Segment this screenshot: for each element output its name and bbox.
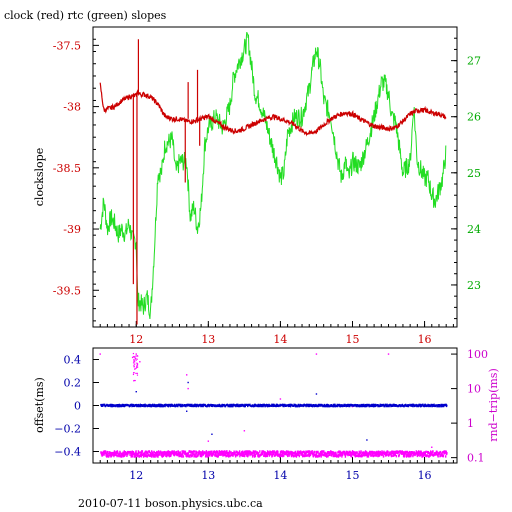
rtt-outlier-point (136, 363, 139, 365)
rtt-outlier-point (134, 368, 136, 370)
chart-title: clock (red) rtc (green) slopes (4, 9, 167, 22)
rtt-outlier-point (136, 374, 139, 376)
rtt-outlier-point (136, 364, 138, 366)
rtt-outlier-point (135, 353, 137, 355)
offset-outlier-point (186, 410, 188, 412)
rtt-outlier-point (133, 364, 135, 366)
rtt-outlier-point (207, 440, 210, 442)
offset-series (100, 381, 448, 441)
x-tick-label: 14 (273, 469, 287, 482)
x-tick-label: 13 (201, 469, 215, 482)
y-tick-label: −0.4 (54, 446, 81, 459)
rtt-outlier-point (133, 355, 135, 358)
rtt-outlier-point (131, 356, 134, 359)
rtt-outlier-point (139, 361, 141, 363)
offset-outlier-point (187, 381, 189, 384)
y2-tick-label: 10 (467, 383, 481, 396)
rtt-outlier-point (133, 359, 135, 361)
rtt-outlier-point (135, 357, 137, 360)
clock-line (99, 82, 447, 137)
y-tick-label: -39 (63, 223, 81, 236)
rtt-outlier-point (133, 371, 135, 374)
rtt-outlier-point (136, 362, 138, 364)
y2-tick-label: 24 (467, 223, 481, 236)
x-tick-label: 16 (418, 333, 432, 346)
y2-tick-label: 0.1 (467, 452, 485, 465)
rtt-outlier-point (279, 398, 282, 400)
y-tick-label: -37.5 (53, 39, 81, 52)
y-tick-label: −0.2 (54, 423, 81, 436)
top-ylabel: clockslope (33, 148, 46, 206)
rtt-outlier-point (134, 361, 136, 363)
rtt-outlier-point (187, 387, 189, 390)
rtt-outlier-point (186, 374, 188, 376)
rtt-outlier-point (136, 358, 138, 360)
rtc-series (99, 31, 447, 320)
bottom-ylabel: offset(ms) (33, 377, 46, 433)
rtt-outlier-point (315, 353, 318, 355)
x-tick-label: 15 (345, 469, 359, 482)
y2-tick-label: 27 (467, 55, 481, 68)
rtt-outlier-point (133, 356, 135, 358)
rtt-outlier-point (132, 373, 135, 376)
offset-outlier-point (135, 391, 137, 393)
y2-tick-label: 25 (467, 167, 481, 180)
x-tick-label: 16 (418, 469, 432, 482)
rtt-outlier-point (99, 353, 101, 355)
y-tick-label: -38 (63, 101, 81, 114)
y2-tick-label: 23 (467, 279, 481, 292)
x-tick-label: 12 (129, 333, 143, 346)
rtt-outlier-point (136, 372, 138, 374)
y-tick-label: -38.5 (53, 162, 81, 175)
rtt-outlier-point (136, 366, 138, 368)
rtt-outlier-point (135, 367, 137, 369)
rtt-outlier-point (136, 355, 139, 357)
bottom-axis-ticks: 12 13 14 15 16 0.4 0.2 0 −0.2 −0.4 100 10 1 0.1 (54, 348, 488, 482)
x-tick-label: 14 (273, 333, 287, 346)
rtt-band (100, 450, 448, 458)
bottom-y2label: rnd−trip(ms) (487, 368, 500, 442)
offset-outlier-point (366, 439, 368, 441)
footer-text: 2010-07-11 boson.physics.ubc.ca (78, 497, 263, 510)
x-tick-label: 13 (201, 333, 215, 346)
y2-tick-label: 100 (467, 348, 488, 361)
offset-outlier-point (211, 433, 213, 435)
rtt-outlier-point (243, 430, 246, 432)
rtt-outlier-point (134, 368, 136, 370)
y-tick-label: 0.2 (64, 377, 82, 390)
rtc-line (99, 31, 447, 320)
offset-band (100, 403, 448, 408)
rtt-outlier-point (135, 372, 137, 375)
rtt-outlier-point (135, 359, 137, 361)
y-tick-label: 0.4 (64, 354, 82, 367)
rtt-outlier-point (132, 362, 135, 364)
rtt-outlier-point (135, 355, 137, 357)
rtt-outlier-point (134, 379, 136, 382)
top-plot-frame (92, 26, 458, 328)
x-tick-label: 12 (129, 469, 143, 482)
x-tick-label: 15 (345, 333, 359, 346)
rtt-outlier-point (136, 366, 139, 368)
rtt-outlier-point (132, 352, 135, 355)
rtt-outlier-point (133, 366, 135, 368)
rtt-outlier-point (134, 357, 136, 359)
y-tick-label: 0 (74, 400, 81, 413)
top-axis-ticks: 12 13 14 15 16 -37.5 -38 -38.5 -39 -39.5 27 26 25 24 2… (53, 37, 481, 346)
y-tick-label: -39.5 (53, 284, 81, 297)
rtt-outlier-point (431, 446, 433, 448)
offset-outlier-point (315, 393, 318, 395)
rtt-outlier-point (387, 353, 390, 355)
rtt-outlier-point (133, 360, 135, 362)
rtt-outlier-point (133, 359, 135, 361)
y2-tick-label: 26 (467, 111, 481, 124)
rtt-outlier-point (133, 380, 135, 382)
clock-series (99, 39, 447, 325)
rtt-outlier-point (134, 363, 136, 365)
y2-tick-label: 1 (467, 417, 474, 430)
rtt-outlier-point (136, 365, 138, 367)
